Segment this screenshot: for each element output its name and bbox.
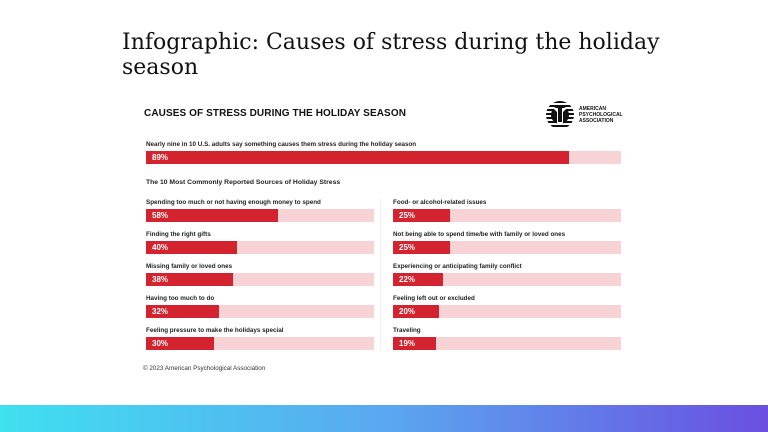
bar-label: Food- or alcohol-related issues bbox=[393, 199, 487, 206]
bar-value: 30% bbox=[152, 339, 169, 348]
bar bbox=[146, 273, 233, 286]
bar-label: Feeling left out or excluded bbox=[393, 295, 475, 302]
headline-bar bbox=[146, 151, 569, 164]
copyright: © 2023 American Psychological Associatio… bbox=[143, 365, 266, 372]
bar-value: 20% bbox=[399, 307, 416, 316]
bar-label: Spending too much or not having enough m… bbox=[146, 199, 321, 206]
bar bbox=[146, 209, 279, 222]
chart-subtitle: The 10 Most Commonly Reported Sources of… bbox=[146, 179, 341, 186]
headline-value: 89% bbox=[152, 153, 169, 162]
infographic: CAUSES OF STRESS DURING THE HOLIDAY SEAS… bbox=[122, 95, 642, 385]
bar-value: 22% bbox=[399, 275, 416, 284]
column-divider bbox=[380, 198, 381, 350]
headline-bar-track: 89% bbox=[146, 151, 621, 164]
bar-track: 25% bbox=[393, 209, 621, 222]
page-title: Infographic: Causes of stress during the… bbox=[122, 30, 660, 80]
bar bbox=[393, 337, 437, 350]
bar-label: Not being able to spend time/be with fam… bbox=[393, 231, 566, 238]
bar bbox=[393, 241, 450, 254]
bar-value: 25% bbox=[399, 211, 416, 220]
bar-label: Feeling pressure to make the holidays sp… bbox=[146, 327, 284, 334]
bar-track: 38% bbox=[146, 273, 374, 286]
bar-track: 22% bbox=[393, 273, 621, 286]
bar-label: Missing family or loved ones bbox=[146, 263, 233, 270]
bar-value: 40% bbox=[152, 243, 169, 252]
gradient-footer bbox=[0, 405, 768, 432]
bar-track: 19% bbox=[393, 337, 621, 350]
bar-label: Having too much to do bbox=[146, 295, 215, 302]
bar-track: 20% bbox=[393, 305, 621, 318]
bar bbox=[393, 209, 450, 222]
bar-label: Experiencing or anticipating family conf… bbox=[393, 263, 522, 270]
bar-track: 32% bbox=[146, 305, 374, 318]
bar bbox=[393, 305, 439, 318]
bar-value: 38% bbox=[152, 275, 169, 284]
headline-label: Nearly nine in 10 U.S. adults say someth… bbox=[146, 141, 417, 148]
apa-logo: AMERICAN PSYCHOLOGICAL ASSOCIATION bbox=[545, 100, 629, 130]
bar-label: Traveling bbox=[393, 327, 421, 334]
bar-value: 32% bbox=[152, 307, 169, 316]
chart-title: CAUSES OF STRESS DURING THE HOLIDAY SEAS… bbox=[144, 108, 407, 119]
bar bbox=[146, 241, 238, 254]
bar-track: 30% bbox=[146, 337, 374, 350]
bar bbox=[146, 305, 219, 318]
bar-value: 19% bbox=[399, 339, 416, 348]
bar-track: 58% bbox=[146, 209, 374, 222]
apa-logo-icon bbox=[546, 101, 574, 127]
logo-text: AMERICAN PSYCHOLOGICAL ASSOCIATION bbox=[579, 106, 623, 124]
bar bbox=[393, 273, 444, 286]
bar-track: 40% bbox=[146, 241, 374, 254]
bar-label: Finding the right gifts bbox=[146, 231, 211, 238]
bar-value: 25% bbox=[399, 243, 416, 252]
bar bbox=[146, 337, 215, 350]
bar-value: 58% bbox=[152, 211, 169, 220]
bar-track: 25% bbox=[393, 241, 621, 254]
